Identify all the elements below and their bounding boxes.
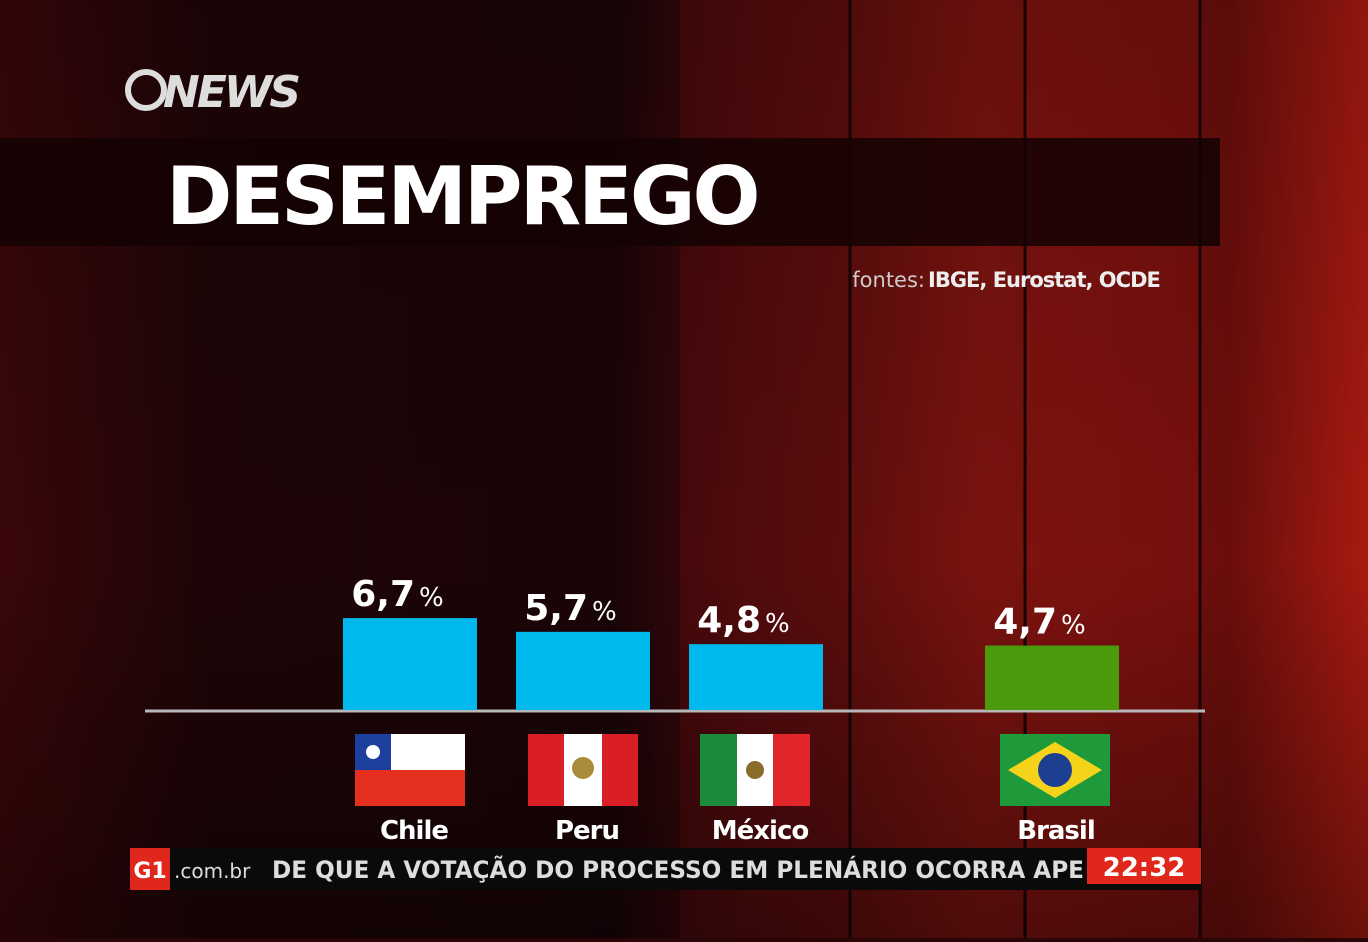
flag-mexico: [700, 734, 810, 806]
ticker-band: [130, 848, 1202, 890]
bar: [985, 645, 1119, 710]
logo-globe: [125, 69, 167, 111]
value-label: 4,7: [993, 602, 1057, 643]
value-label: 4,8: [697, 600, 761, 641]
unit-label: %: [419, 583, 444, 613]
ticker-domain: .com.br: [174, 859, 251, 883]
category-label: México: [712, 816, 809, 846]
value-label: 6,7: [351, 574, 415, 615]
ticker-brand-box: [130, 848, 170, 890]
title: DESEMPREGO: [166, 150, 757, 243]
flag-brasil: [1000, 734, 1110, 806]
bar: [516, 631, 650, 710]
bar: [343, 618, 477, 710]
category-label: Chile: [380, 816, 448, 846]
flag-peru: [528, 734, 638, 806]
ticker-text: DE QUE A VOTAÇÃO DO PROCESSO EM PLENÁRIO…: [272, 855, 1084, 884]
title-band: [0, 138, 1220, 246]
value-label: 5,7: [524, 588, 588, 629]
flag-chile: [355, 734, 465, 806]
category-label: Peru: [555, 816, 619, 846]
logo: NEWS: [163, 67, 299, 118]
unit-label: %: [592, 597, 617, 627]
unit-label: %: [1061, 611, 1086, 641]
source: IBGE, Eurostat, OCDE: [928, 268, 1160, 292]
ticker-time: 22:32: [1103, 853, 1186, 883]
ticker-time-box: [1087, 848, 1201, 884]
source-prefix: fontes:: [852, 268, 925, 292]
ticker-brand: G1: [133, 859, 166, 884]
unit-label: %: [765, 609, 790, 639]
bar: [689, 644, 823, 710]
category-label: Brasil: [1017, 816, 1094, 846]
